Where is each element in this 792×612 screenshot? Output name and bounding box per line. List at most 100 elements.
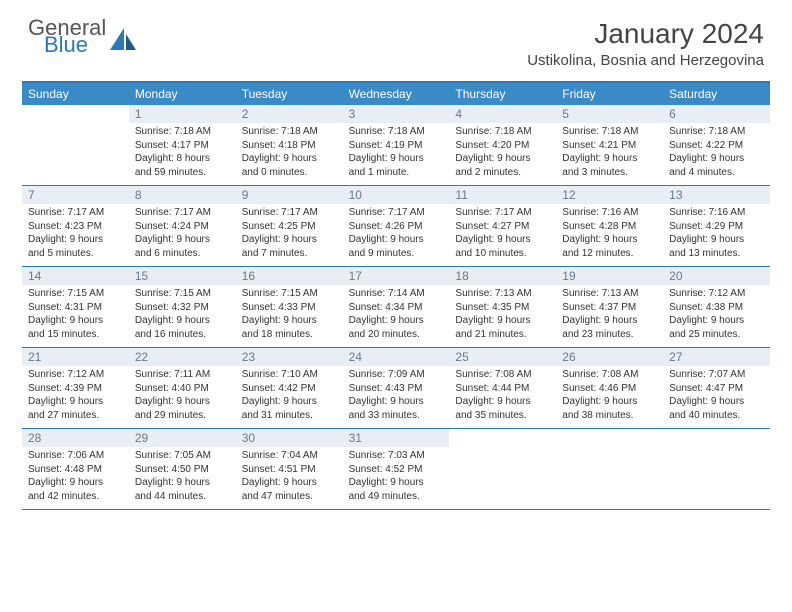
detail-line: Sunrise: 7:17 AM (455, 206, 550, 220)
day-cell: 12Sunrise: 7:16 AMSunset: 4:28 PMDayligh… (556, 186, 663, 266)
day-details: Sunrise: 7:13 AMSunset: 4:37 PMDaylight:… (562, 287, 657, 341)
detail-line: Sunrise: 7:14 AM (349, 287, 444, 301)
detail-line: and 27 minutes. (28, 409, 123, 423)
detail-line: Sunset: 4:47 PM (669, 382, 764, 396)
detail-line: Sunrise: 7:18 AM (242, 125, 337, 139)
day-number: 18 (449, 267, 556, 285)
day-details: Sunrise: 7:17 AMSunset: 4:25 PMDaylight:… (242, 206, 337, 260)
detail-line: and 4 minutes. (669, 166, 764, 180)
day-cell: 21Sunrise: 7:12 AMSunset: 4:39 PMDayligh… (22, 348, 129, 428)
day-details: Sunrise: 7:16 AMSunset: 4:29 PMDaylight:… (669, 206, 764, 260)
detail-line: Daylight: 9 hours (455, 314, 550, 328)
day-cell: 26Sunrise: 7:08 AMSunset: 4:46 PMDayligh… (556, 348, 663, 428)
day-number: 8 (129, 186, 236, 204)
detail-line: Sunset: 4:52 PM (349, 463, 444, 477)
day-number: 24 (343, 348, 450, 366)
detail-line: Sunset: 4:37 PM (562, 301, 657, 315)
day-number: 5 (556, 105, 663, 123)
detail-line: Daylight: 9 hours (349, 476, 444, 490)
day-number: 6 (663, 105, 770, 123)
week-row: 21Sunrise: 7:12 AMSunset: 4:39 PMDayligh… (22, 348, 770, 429)
day-number: 3 (343, 105, 450, 123)
detail-line: and 21 minutes. (455, 328, 550, 342)
detail-line: and 29 minutes. (135, 409, 230, 423)
day-cell (22, 105, 129, 185)
day-details: Sunrise: 7:18 AMSunset: 4:18 PMDaylight:… (242, 125, 337, 179)
day-details: Sunrise: 7:15 AMSunset: 4:32 PMDaylight:… (135, 287, 230, 341)
day-details: Sunrise: 7:12 AMSunset: 4:38 PMDaylight:… (669, 287, 764, 341)
detail-line: Daylight: 9 hours (349, 395, 444, 409)
detail-line: Sunrise: 7:16 AM (562, 206, 657, 220)
detail-line: and 6 minutes. (135, 247, 230, 261)
week-row: 1Sunrise: 7:18 AMSunset: 4:17 PMDaylight… (22, 105, 770, 186)
detail-line: Sunrise: 7:15 AM (28, 287, 123, 301)
detail-line: Daylight: 9 hours (28, 395, 123, 409)
day-header: Wednesday (343, 83, 450, 105)
detail-line: Daylight: 9 hours (28, 233, 123, 247)
detail-line: Sunrise: 7:17 AM (28, 206, 123, 220)
detail-line: Sunrise: 7:06 AM (28, 449, 123, 463)
day-details: Sunrise: 7:06 AMSunset: 4:48 PMDaylight:… (28, 449, 123, 503)
day-number: 9 (236, 186, 343, 204)
detail-line: Sunrise: 7:18 AM (669, 125, 764, 139)
detail-line: and 16 minutes. (135, 328, 230, 342)
day-cell: 30Sunrise: 7:04 AMSunset: 4:51 PMDayligh… (236, 429, 343, 509)
day-number: 31 (343, 429, 450, 447)
day-details: Sunrise: 7:18 AMSunset: 4:19 PMDaylight:… (349, 125, 444, 179)
day-number: 22 (129, 348, 236, 366)
day-details: Sunrise: 7:04 AMSunset: 4:51 PMDaylight:… (242, 449, 337, 503)
detail-line: Sunset: 4:31 PM (28, 301, 123, 315)
detail-line: and 3 minutes. (562, 166, 657, 180)
detail-line: Daylight: 9 hours (562, 152, 657, 166)
detail-line: and 47 minutes. (242, 490, 337, 504)
day-details: Sunrise: 7:17 AMSunset: 4:26 PMDaylight:… (349, 206, 444, 260)
day-details: Sunrise: 7:03 AMSunset: 4:52 PMDaylight:… (349, 449, 444, 503)
detail-line: Daylight: 9 hours (135, 314, 230, 328)
detail-line: and 42 minutes. (28, 490, 123, 504)
day-cell: 28Sunrise: 7:06 AMSunset: 4:48 PMDayligh… (22, 429, 129, 509)
detail-line: Sunset: 4:28 PM (562, 220, 657, 234)
day-cell (663, 429, 770, 509)
day-header: Friday (556, 83, 663, 105)
week-row: 14Sunrise: 7:15 AMSunset: 4:31 PMDayligh… (22, 267, 770, 348)
detail-line: and 59 minutes. (135, 166, 230, 180)
day-number: 11 (449, 186, 556, 204)
day-number: 12 (556, 186, 663, 204)
detail-line: Sunset: 4:44 PM (455, 382, 550, 396)
detail-line: Daylight: 9 hours (242, 233, 337, 247)
detail-line: Sunset: 4:27 PM (455, 220, 550, 234)
day-cell: 4Sunrise: 7:18 AMSunset: 4:20 PMDaylight… (449, 105, 556, 185)
detail-line: Sunrise: 7:15 AM (242, 287, 337, 301)
day-cell: 13Sunrise: 7:16 AMSunset: 4:29 PMDayligh… (663, 186, 770, 266)
day-details: Sunrise: 7:10 AMSunset: 4:42 PMDaylight:… (242, 368, 337, 422)
detail-line: Daylight: 9 hours (562, 314, 657, 328)
detail-line: and 7 minutes. (242, 247, 337, 261)
detail-line: Sunrise: 7:05 AM (135, 449, 230, 463)
detail-line: Sunrise: 7:08 AM (562, 368, 657, 382)
day-details: Sunrise: 7:18 AMSunset: 4:22 PMDaylight:… (669, 125, 764, 179)
detail-line: Sunset: 4:25 PM (242, 220, 337, 234)
detail-line: Daylight: 9 hours (455, 233, 550, 247)
logo-sail-icon (110, 28, 136, 50)
day-cell: 6 Sunrise: 7:18 AMSunset: 4:22 PMDaylight… (663, 105, 770, 185)
detail-line: Daylight: 9 hours (28, 476, 123, 490)
detail-line: Sunrise: 7:17 AM (349, 206, 444, 220)
day-cell: 2Sunrise: 7:18 AMSunset: 4:18 PMDaylight… (236, 105, 343, 185)
month-title: January 2024 (527, 18, 764, 50)
detail-line: Sunset: 4:39 PM (28, 382, 123, 396)
detail-line: and 44 minutes. (135, 490, 230, 504)
detail-line: Daylight: 9 hours (135, 395, 230, 409)
day-cell: 18Sunrise: 7:13 AMSunset: 4:35 PMDayligh… (449, 267, 556, 347)
detail-line: Sunset: 4:20 PM (455, 139, 550, 153)
detail-line: Sunset: 4:38 PM (669, 301, 764, 315)
detail-line: Sunset: 4:35 PM (455, 301, 550, 315)
detail-line: Daylight: 9 hours (242, 314, 337, 328)
day-details: Sunrise: 7:12 AMSunset: 4:39 PMDaylight:… (28, 368, 123, 422)
detail-line: Sunset: 4:18 PM (242, 139, 337, 153)
detail-line: and 49 minutes. (349, 490, 444, 504)
detail-line: and 35 minutes. (455, 409, 550, 423)
detail-line: Daylight: 9 hours (242, 476, 337, 490)
detail-line: Sunset: 4:26 PM (349, 220, 444, 234)
day-number: 19 (556, 267, 663, 285)
detail-line: Daylight: 9 hours (669, 233, 764, 247)
